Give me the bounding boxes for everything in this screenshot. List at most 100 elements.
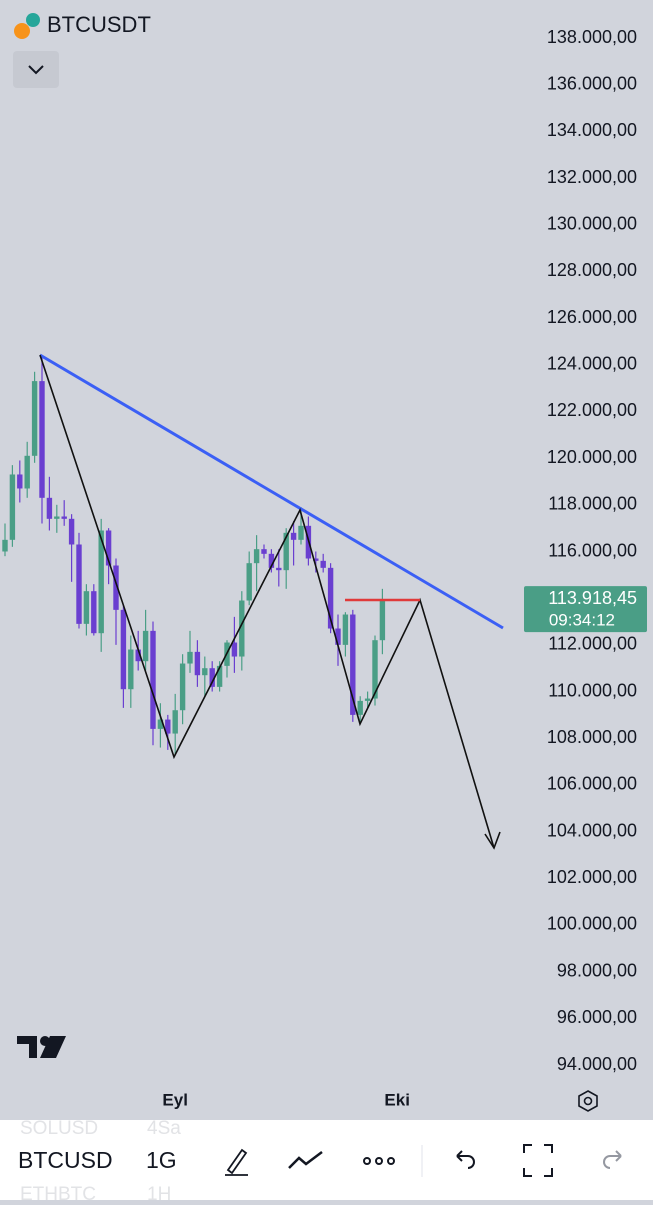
candle-body: [261, 549, 267, 554]
y-tick-label: 126.000,00: [547, 307, 637, 327]
candle-body: [179, 663, 186, 711]
candle-body: [135, 649, 141, 662]
y-tick-label: 120.000,00: [547, 447, 637, 467]
more-icon[interactable]: [363, 1157, 395, 1165]
fullscreen-icon[interactable]: [523, 1144, 553, 1177]
x-tick-label: Eyl: [162, 1090, 188, 1109]
candle-body: [91, 591, 97, 634]
candle-body: [231, 642, 238, 657]
candle-body: [379, 600, 386, 641]
y-tick-label: 122.000,00: [547, 400, 637, 420]
candle-body: [357, 700, 363, 715]
settings-icon[interactable]: [578, 1090, 598, 1112]
plot: [2, 355, 386, 755]
candle-body: [372, 640, 378, 699]
candle-body: [142, 630, 149, 662]
candle-body: [350, 614, 356, 715]
candle-body: [113, 565, 119, 610]
symbol-prev[interactable]: SOLUSD: [20, 1118, 98, 1139]
redo-icon[interactable]: [603, 1150, 622, 1169]
trend-line: [39, 353, 504, 630]
y-tick-label: 100.000,00: [547, 914, 637, 934]
candle-body: [24, 455, 30, 489]
symbol-next[interactable]: ETHBTC: [20, 1184, 96, 1205]
y-tick-label: 108.000,00: [547, 727, 637, 747]
zigzag: [39, 354, 495, 849]
toolbar: [0, 1120, 653, 1200]
price-tag: [524, 586, 647, 633]
candle-body: [105, 530, 112, 566]
candle-body: [313, 558, 319, 561]
candle-body: [68, 518, 75, 545]
candle-body: [46, 497, 53, 519]
undo-icon[interactable]: [456, 1150, 475, 1169]
draw-icon[interactable]: [225, 1148, 248, 1176]
candle-body: [335, 628, 341, 645]
candle-body: [187, 651, 193, 664]
y-tick-label: 110.000,00: [548, 680, 637, 700]
y-tick-label: 102.000,00: [547, 867, 637, 887]
candle-body: [239, 600, 245, 657]
candle-body: [76, 544, 82, 624]
y-tick-label: 112.000,00: [548, 634, 637, 654]
y-tick-label: 94.000,00: [557, 1054, 637, 1074]
candle-body: [39, 381, 45, 498]
y-tick-label: 134.000,00: [547, 120, 637, 140]
y-tick-label: 98.000,00: [557, 960, 637, 980]
arrow-head: [484, 831, 501, 850]
candle-body: [216, 665, 223, 687]
candle-body: [54, 516, 60, 519]
y-tick-label: 106.000,00: [547, 774, 637, 794]
y-tick-label: 116.000,00: [548, 540, 637, 560]
dropdown-button[interactable]: [13, 51, 59, 88]
candle-body: [209, 668, 215, 687]
candle-body: [364, 698, 371, 701]
candle-body: [61, 516, 67, 519]
y-tick-label: 136.000,00: [547, 73, 637, 93]
countdown: 09:34:12: [549, 611, 615, 630]
y-tick-label: 138.000,00: [547, 27, 637, 47]
candle-body: [98, 530, 104, 634]
interval-current[interactable]: 1G: [146, 1147, 177, 1173]
x-tick-label: Eki: [384, 1090, 410, 1109]
symbol-current[interactable]: BTCUSD: [18, 1147, 113, 1173]
tv-logo-dot: [40, 1036, 50, 1046]
interval-prev[interactable]: 4Sa: [147, 1118, 181, 1139]
candle-body: [290, 532, 297, 540]
candle-body: [298, 525, 304, 540]
candle-body: [150, 630, 156, 729]
candle-body: [2, 539, 8, 552]
settings-dot: [583, 1096, 593, 1106]
candle-body: [17, 474, 23, 489]
y-tick-label: 104.000,00: [547, 820, 637, 840]
candle-body: [194, 651, 201, 676]
symbol: BTCUSDT: [47, 12, 151, 37]
candle-body: [31, 381, 38, 456]
y-tick-label: 132.000,00: [547, 167, 637, 187]
candle-body: [128, 649, 134, 690]
y-tick-label: 118.000,00: [548, 494, 637, 514]
candle-body: [165, 719, 171, 734]
candle-body: [83, 591, 90, 624]
y-tick-label: 96.000,00: [557, 1007, 637, 1027]
candle-body: [9, 474, 16, 540]
candle-body: [157, 719, 164, 729]
candle-body: [120, 609, 127, 690]
lines-icon[interactable]: [288, 1151, 323, 1169]
candle-body: [283, 532, 289, 571]
y-tick-label: 130.000,00: [547, 213, 637, 233]
candle-body: [276, 567, 282, 571]
candle-body: [327, 567, 334, 629]
candle-body: [246, 563, 252, 601]
coin-icon: [14, 23, 30, 39]
candle-body: [268, 553, 275, 568]
candle-body: [342, 614, 349, 645]
candle-body: [172, 710, 178, 734]
candle-body: [320, 560, 326, 568]
interval-next[interactable]: 1H: [147, 1184, 171, 1205]
candle-body: [202, 668, 208, 676]
y-tick-label: 124.000,00: [547, 354, 637, 374]
exchange-icon: [26, 13, 40, 27]
